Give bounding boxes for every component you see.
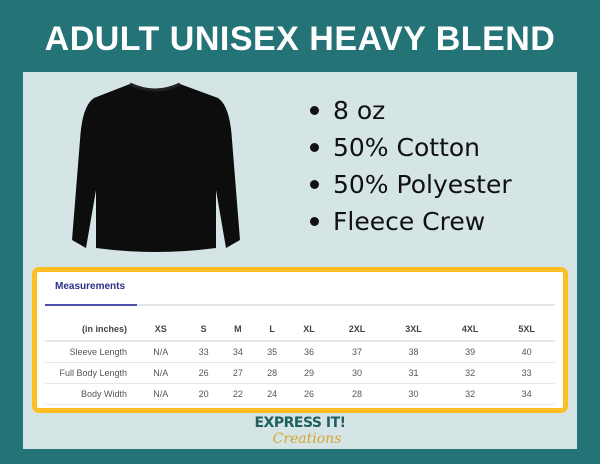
table-row: Sleeve Length N/A 33 34 35 36 37 38 39 40 — [45, 341, 555, 363]
measurements-box: Measurements (in inches) XS S M L XL 2XL 3XL 4XL… — [32, 267, 568, 413]
feature-item: 50% Cotton — [310, 129, 512, 166]
column-header: (in inches) — [45, 320, 135, 342]
feature-text: Fleece Crew — [333, 206, 486, 236]
logo-line2: Creations — [272, 431, 342, 447]
sweatshirt-image — [72, 82, 240, 252]
feature-text: 8 oz — [333, 95, 386, 125]
table-cell: 31 — [385, 362, 442, 384]
table-cell: 27 — [220, 362, 256, 384]
table-cell: 28 — [255, 362, 290, 384]
feature-item: 8 oz — [310, 92, 512, 129]
column-header: 5XL — [498, 320, 555, 342]
table-cell: 36 — [289, 341, 329, 363]
table-cell: 33 — [498, 362, 555, 384]
column-header: XS — [135, 320, 187, 342]
column-header: M — [220, 320, 256, 342]
column-header: 2XL — [328, 320, 386, 342]
table-cell: 39 — [441, 341, 499, 363]
bullet-icon — [310, 217, 319, 226]
table-cell: 34 — [220, 341, 256, 363]
table-row: Full Body Length N/A 26 27 28 29 30 31 32 33 — [45, 362, 555, 384]
brand-logo: EXPRESS IT! Creations — [240, 415, 360, 447]
table-cell: 34 — [498, 383, 555, 405]
table-cell: 26 — [186, 362, 221, 384]
table-cell: 20 — [186, 383, 221, 405]
logo-line1: EXPRESS IT! — [254, 415, 346, 431]
table-row: Body Width N/A 20 22 24 26 28 30 32 34 — [45, 383, 555, 405]
feature-text: 50% Cotton — [333, 132, 481, 162]
table-cell: N/A — [135, 383, 187, 405]
row-label: Full Body Length — [45, 362, 135, 384]
table-header: (in inches) XS S M L XL 2XL 3XL 4XL 5XL — [45, 320, 555, 342]
page-title: ADULT UNISEX HEAVY BLEND — [44, 20, 556, 58]
table-cell: 37 — [328, 341, 386, 363]
bullet-icon — [310, 180, 319, 189]
table-cell: 24 — [255, 383, 290, 405]
column-header: 4XL — [441, 320, 499, 342]
table-cell: 29 — [289, 362, 329, 384]
table-cell: 40 — [498, 341, 555, 363]
table-cell: 30 — [385, 383, 442, 405]
size-table: (in inches) XS S M L XL 2XL 3XL 4XL 5XL Sleeve Le… — [45, 320, 555, 405]
row-label: Sleeve Length — [45, 341, 135, 363]
tab-divider — [45, 304, 555, 306]
table-cell: N/A — [135, 341, 187, 363]
feature-text: 50% Polyester — [333, 169, 512, 199]
column-header: XL — [289, 320, 329, 342]
table-cell: 35 — [255, 341, 290, 363]
column-header: S — [186, 320, 221, 342]
bullet-icon — [310, 106, 319, 115]
table-cell: 38 — [385, 341, 442, 363]
column-header: 3XL — [385, 320, 442, 342]
row-label: Body Width — [45, 383, 135, 405]
tab-measurements[interactable]: Measurements — [45, 272, 137, 306]
feature-item: 50% Polyester — [310, 166, 512, 203]
table-cell: 32 — [441, 362, 499, 384]
table-cell: N/A — [135, 362, 187, 384]
feature-list: 8 oz 50% Cotton 50% Polyester Fleece Cre… — [310, 92, 512, 240]
table-cell: 32 — [441, 383, 499, 405]
table-cell: 30 — [328, 362, 386, 384]
table-cell: 26 — [289, 383, 329, 405]
table-cell: 33 — [186, 341, 221, 363]
table-cell: 28 — [328, 383, 386, 405]
bullet-icon — [310, 143, 319, 152]
table-cell: 22 — [220, 383, 256, 405]
column-header: L — [255, 320, 290, 342]
feature-item: Fleece Crew — [310, 203, 512, 240]
